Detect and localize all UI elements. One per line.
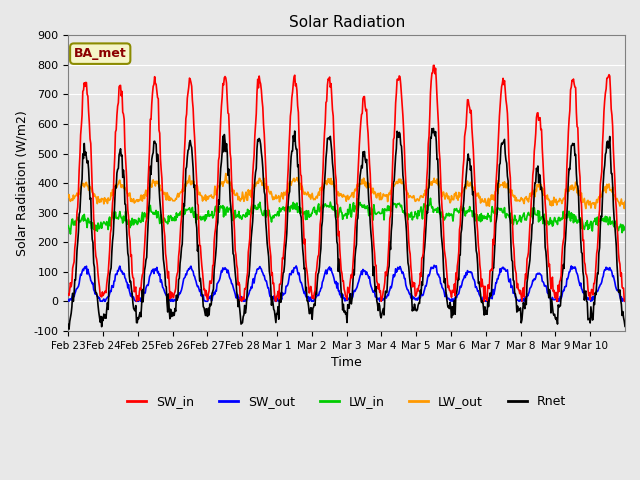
Y-axis label: Solar Radiation (W/m2): Solar Radiation (W/m2) xyxy=(15,110,28,256)
Title: Solar Radiation: Solar Radiation xyxy=(289,15,404,30)
Legend: SW_in, SW_out, LW_in, LW_out, Rnet: SW_in, SW_out, LW_in, LW_out, Rnet xyxy=(122,390,571,413)
Text: BA_met: BA_met xyxy=(74,47,127,60)
X-axis label: Time: Time xyxy=(332,356,362,369)
